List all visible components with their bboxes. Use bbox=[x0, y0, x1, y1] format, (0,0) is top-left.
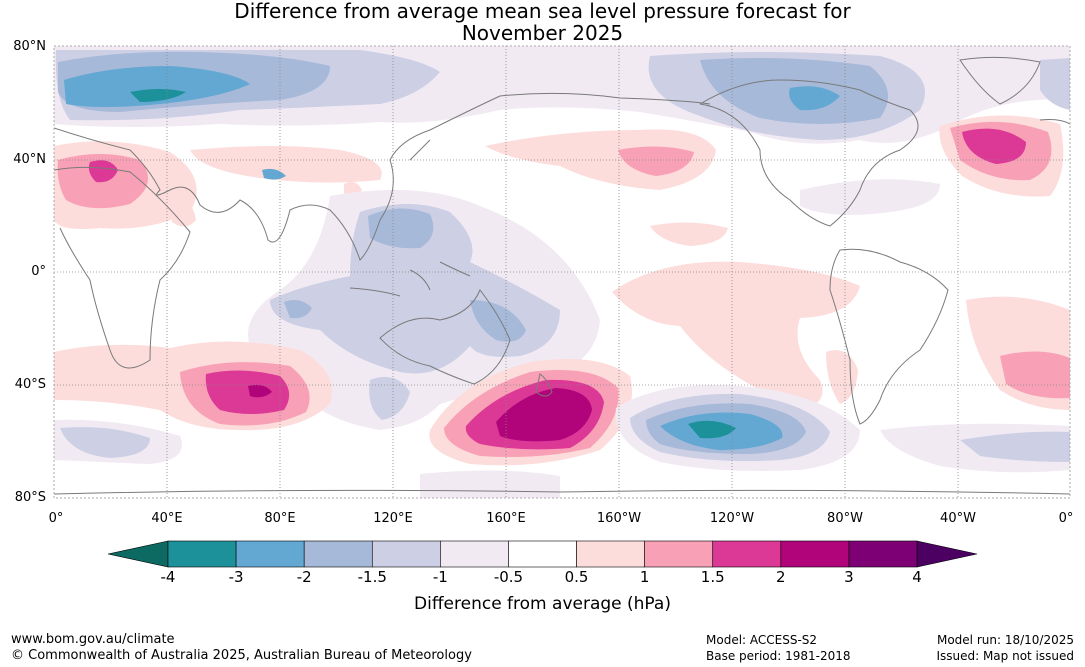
anomaly-pos-mediterranean-core bbox=[88, 160, 118, 183]
colorbar-tick-label: -2 bbox=[296, 568, 312, 586]
colorbar-tick-label: 2 bbox=[776, 568, 786, 586]
coastline-indonesia bbox=[349, 261, 471, 297]
footer-url: www.bom.gov.au/climate bbox=[11, 632, 175, 647]
colorbar-tick-label: 4 bbox=[912, 568, 922, 586]
anomaly-pos-arabia bbox=[172, 196, 196, 227]
footer-base-period: Base period: 1981-2018 bbox=[706, 649, 851, 663]
anomaly-neg-arctic-east bbox=[1040, 58, 1070, 110]
colorbar-tick-label: 3 bbox=[844, 568, 854, 586]
colorbar bbox=[107, 540, 978, 568]
anomaly-neg-indian bbox=[284, 300, 312, 319]
anomaly-neg-s-atlantic-inner bbox=[960, 431, 1070, 462]
anomaly-pos-iran bbox=[190, 146, 382, 183]
colorbar-segment bbox=[371, 540, 441, 568]
anomaly-pos-antarctic bbox=[420, 470, 560, 498]
colorbar-segment bbox=[508, 540, 577, 568]
lat-label: 0° bbox=[31, 264, 46, 279]
anomaly-neg-se-pacific-peak bbox=[688, 420, 736, 439]
lon-label: 120°W bbox=[709, 511, 755, 526]
lon-label: 160°W bbox=[596, 511, 642, 526]
colorbar-segment bbox=[235, 540, 305, 568]
colorbar-tick-label: -0.5 bbox=[493, 568, 524, 586]
colorbar-segment bbox=[576, 540, 645, 568]
colorbar-segment bbox=[780, 540, 850, 568]
coastline-antarctica bbox=[54, 489, 1070, 495]
coastline-greenland bbox=[959, 56, 1041, 105]
lon-label: 80°W bbox=[827, 511, 863, 526]
anomaly-pos-s-africa bbox=[54, 372, 66, 393]
colorbar-segment bbox=[848, 540, 918, 568]
coastline-new-zealand bbox=[535, 373, 553, 397]
lon-label: 40°W bbox=[940, 511, 976, 526]
lon-label: 40°E bbox=[151, 511, 183, 526]
colorbar-tick-label: -1 bbox=[432, 568, 448, 586]
colorbar-under-arrow bbox=[107, 540, 169, 568]
anomaly-pos-north-pacific-core bbox=[618, 146, 694, 176]
colorbar-over-arrow bbox=[916, 540, 978, 568]
lat-label: 80°S bbox=[14, 490, 46, 505]
anomaly-neg-eurasia-core bbox=[64, 66, 250, 107]
coastline-north-america bbox=[699, 79, 919, 227]
coastline-eurasia bbox=[54, 92, 711, 261]
colorbar-tick-label: 0.5 bbox=[564, 568, 589, 586]
anomaly-pos-atlantic-core bbox=[962, 128, 1026, 164]
coastline-australia bbox=[379, 289, 511, 385]
coastline-japan bbox=[409, 139, 431, 161]
pressure-anomaly-field bbox=[54, 46, 1070, 498]
anomaly-neg-canada-core bbox=[789, 86, 840, 111]
anomaly-neg-philippines bbox=[368, 208, 434, 249]
lat-label: 40°N bbox=[13, 152, 46, 167]
coastline-europe bbox=[1039, 119, 1070, 125]
colorbar-segment bbox=[712, 540, 782, 568]
colorbar-tick-label: 1 bbox=[639, 568, 650, 586]
footer-issued: Issued: Map not issued bbox=[936, 649, 1074, 663]
anomaly-pos-s-atlantic bbox=[1000, 351, 1070, 399]
anomaly-neg-japan-spot bbox=[262, 168, 286, 180]
anomaly-neg-northamerica bbox=[800, 179, 940, 215]
colorbar-tick-label: 1.5 bbox=[700, 568, 725, 586]
colorbar-segment bbox=[440, 540, 509, 568]
anomaly-pos-hawaii bbox=[650, 222, 728, 246]
colorbar-tick-label: -1.5 bbox=[357, 568, 387, 586]
colorbar-segment bbox=[167, 540, 237, 568]
colorbar-tick-label: -3 bbox=[228, 568, 244, 586]
anomaly-pos-s-indian-core bbox=[205, 370, 290, 414]
coastline-africa bbox=[54, 166, 191, 369]
lon-label: 120°E bbox=[373, 511, 413, 526]
colorbar-segment bbox=[303, 540, 373, 568]
anomaly-pos-s-indian-peak bbox=[248, 384, 272, 398]
footer-model-run: Model run: 18/10/2025 bbox=[936, 633, 1074, 647]
colorbar-label: Difference from average (hPa) bbox=[414, 594, 671, 614]
colorbar-tick-label: -4 bbox=[160, 568, 176, 586]
lat-label: 40°S bbox=[14, 377, 46, 392]
anomaly-neg-eurasia-peak bbox=[130, 89, 186, 102]
anomaly-neg-southern-africa-inner bbox=[60, 427, 150, 458]
footer-copyright: © Commonwealth of Australia 2025, Austra… bbox=[11, 648, 472, 663]
graticule bbox=[54, 46, 1070, 498]
coastlines bbox=[54, 56, 1070, 495]
anomaly-pos-s-pacific-peak bbox=[496, 388, 592, 442]
map-frame bbox=[53, 45, 1071, 499]
footer-model: Model: ACCESS-S2 bbox=[706, 633, 818, 647]
lon-label: 80°E bbox=[264, 511, 296, 526]
lat-label: 80°N bbox=[13, 39, 46, 54]
lon-label: 160°E bbox=[486, 511, 526, 526]
lon-label: 0° bbox=[1058, 511, 1074, 526]
anomaly-pos-central-pacific bbox=[612, 261, 860, 410]
anomaly-neg-s-indian bbox=[369, 376, 410, 420]
colorbar-segment bbox=[644, 540, 714, 568]
coastline-south-america bbox=[829, 248, 949, 425]
chart-title-line1: Difference from average mean sea level p… bbox=[234, 0, 851, 23]
chart-title-line2: November 2025 bbox=[461, 21, 624, 45]
lon-label: 0° bbox=[48, 511, 64, 526]
anomaly-neg-coral-sea bbox=[470, 300, 526, 342]
